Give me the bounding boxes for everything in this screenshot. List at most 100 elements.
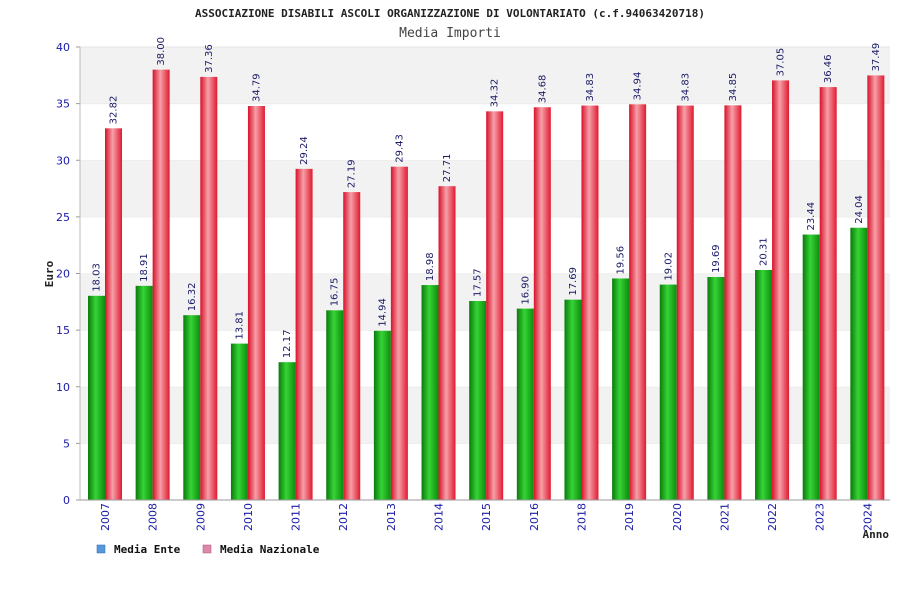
legend-label-ente: Media Ente	[114, 543, 181, 556]
x-tick-label: 2019	[623, 503, 636, 531]
legend-swatch-ente	[96, 544, 106, 554]
bar-media-ente	[564, 299, 582, 500]
bar-media-ente	[183, 315, 201, 500]
x-tick-label: 2020	[671, 503, 684, 531]
value-label: 34.79	[251, 73, 262, 102]
y-axis-label: Euro	[43, 260, 56, 287]
value-label: 37.36	[204, 44, 215, 73]
y-tick-label: 20	[56, 268, 70, 281]
y-tick-label: 15	[56, 324, 70, 337]
bar-media-nazionale	[438, 186, 456, 500]
value-label: 34.68	[537, 75, 548, 104]
value-label: 38.00	[156, 37, 167, 66]
x-tick-label: 2008	[147, 503, 160, 531]
value-label: 19.02	[663, 252, 674, 281]
value-label: 18.03	[92, 263, 103, 292]
value-label: 34.32	[490, 79, 501, 108]
x-tick-label: 2007	[99, 503, 112, 531]
value-label: 36.46	[823, 54, 834, 83]
value-label: 24.04	[854, 195, 865, 224]
value-label: 34.83	[585, 73, 596, 102]
value-label: 19.56	[616, 246, 627, 275]
value-label: 37.05	[776, 48, 787, 77]
bar-media-ente	[373, 330, 391, 500]
y-tick-label: 35	[56, 98, 70, 111]
bar-media-ente	[802, 234, 820, 501]
value-label: 14.94	[377, 298, 388, 327]
value-label: 17.57	[473, 268, 484, 297]
bar-media-nazionale	[105, 128, 122, 500]
legend: Media Ente Media Nazionale	[96, 543, 320, 556]
bar-media-nazionale	[295, 168, 313, 500]
bar-media-nazionale	[724, 105, 742, 500]
x-tick-label: 2015	[480, 503, 493, 531]
value-label: 17.69	[568, 267, 579, 296]
bar-media-ente	[659, 284, 677, 500]
y-tick-label: 10	[56, 381, 70, 394]
bar-media-nazionale	[200, 76, 218, 500]
bar-media-nazionale	[819, 87, 837, 500]
y-axis-ticks: 0 5 10 15 20 25 30 35 40	[56, 41, 80, 507]
value-label: 32.82	[109, 96, 120, 125]
value-label: 29.24	[299, 136, 310, 165]
bar-media-nazionale	[486, 111, 504, 501]
bar-media-nazionale	[247, 106, 265, 501]
x-axis-ticks: 2007 2008 2009 2010 2011 2012 2013 2014 2015 2016…	[99, 503, 874, 531]
bar-media-ente	[707, 277, 725, 500]
x-tick-label: 2013	[385, 503, 398, 531]
x-tick-label: 2011	[290, 503, 303, 531]
value-labels: 18.03 32.82 18.91 38.00 16.32 37.36 13.81 34.79…	[92, 37, 882, 358]
value-label: 34.83	[680, 73, 691, 102]
y-tick-label: 30	[56, 154, 70, 167]
x-tick-label: 2009	[194, 503, 207, 531]
x-tick-label: 2016	[528, 503, 541, 531]
y-tick-label: 0	[63, 494, 70, 507]
bar-media-ente	[850, 227, 868, 500]
value-label: 37.49	[871, 43, 882, 72]
value-label: 27.19	[347, 159, 358, 188]
bar-media-nazionale	[676, 105, 694, 501]
x-tick-label: 2012	[337, 503, 350, 531]
bar-media-nazionale	[390, 166, 408, 500]
bar-media-nazionale	[581, 105, 599, 501]
x-tick-label: 2021	[718, 503, 731, 531]
bar-media-nazionale	[533, 107, 551, 501]
value-label: 34.94	[633, 72, 644, 101]
bar-media-ente	[326, 310, 344, 500]
bar-media-nazionale	[867, 75, 885, 500]
value-label: 13.81	[234, 311, 245, 340]
value-label: 19.69	[711, 244, 722, 273]
chart-subtitle: Media Importi	[399, 26, 501, 41]
x-tick-label: 2023	[814, 503, 827, 531]
bar-media-nazionale	[343, 192, 361, 501]
bar-media-ente	[135, 285, 153, 500]
value-label: 18.98	[425, 252, 436, 281]
bar-media-nazionale	[629, 104, 647, 500]
value-label: 16.75	[330, 278, 341, 307]
value-label: 27.71	[442, 154, 453, 183]
value-label: 16.32	[187, 283, 198, 312]
y-tick-label: 40	[56, 41, 70, 54]
value-label: 34.85	[728, 73, 739, 102]
legend-swatch-nazionale	[202, 544, 212, 554]
value-label: 29.43	[394, 134, 405, 163]
value-label: 16.90	[520, 276, 531, 305]
bar-media-nazionale	[152, 69, 170, 501]
bar-media-ente	[755, 269, 773, 500]
x-axis-label: Anno	[863, 528, 890, 541]
bar-media-ente	[421, 285, 439, 500]
x-tick-label: 2018	[575, 503, 588, 531]
x-tick-label: 2014	[433, 503, 446, 531]
x-tick-label: 2024	[861, 503, 874, 531]
bars	[88, 69, 885, 501]
bar-media-ente	[469, 301, 487, 500]
legend-label-nazionale: Media Nazionale	[220, 543, 320, 556]
x-tick-label: 2022	[766, 503, 779, 531]
value-label: 23.44	[806, 202, 817, 231]
y-tick-label: 5	[63, 437, 70, 450]
bar-media-ente	[612, 278, 630, 500]
bar-media-ente	[230, 343, 248, 500]
bar-media-ente	[516, 308, 534, 500]
value-label: 18.91	[139, 253, 150, 282]
